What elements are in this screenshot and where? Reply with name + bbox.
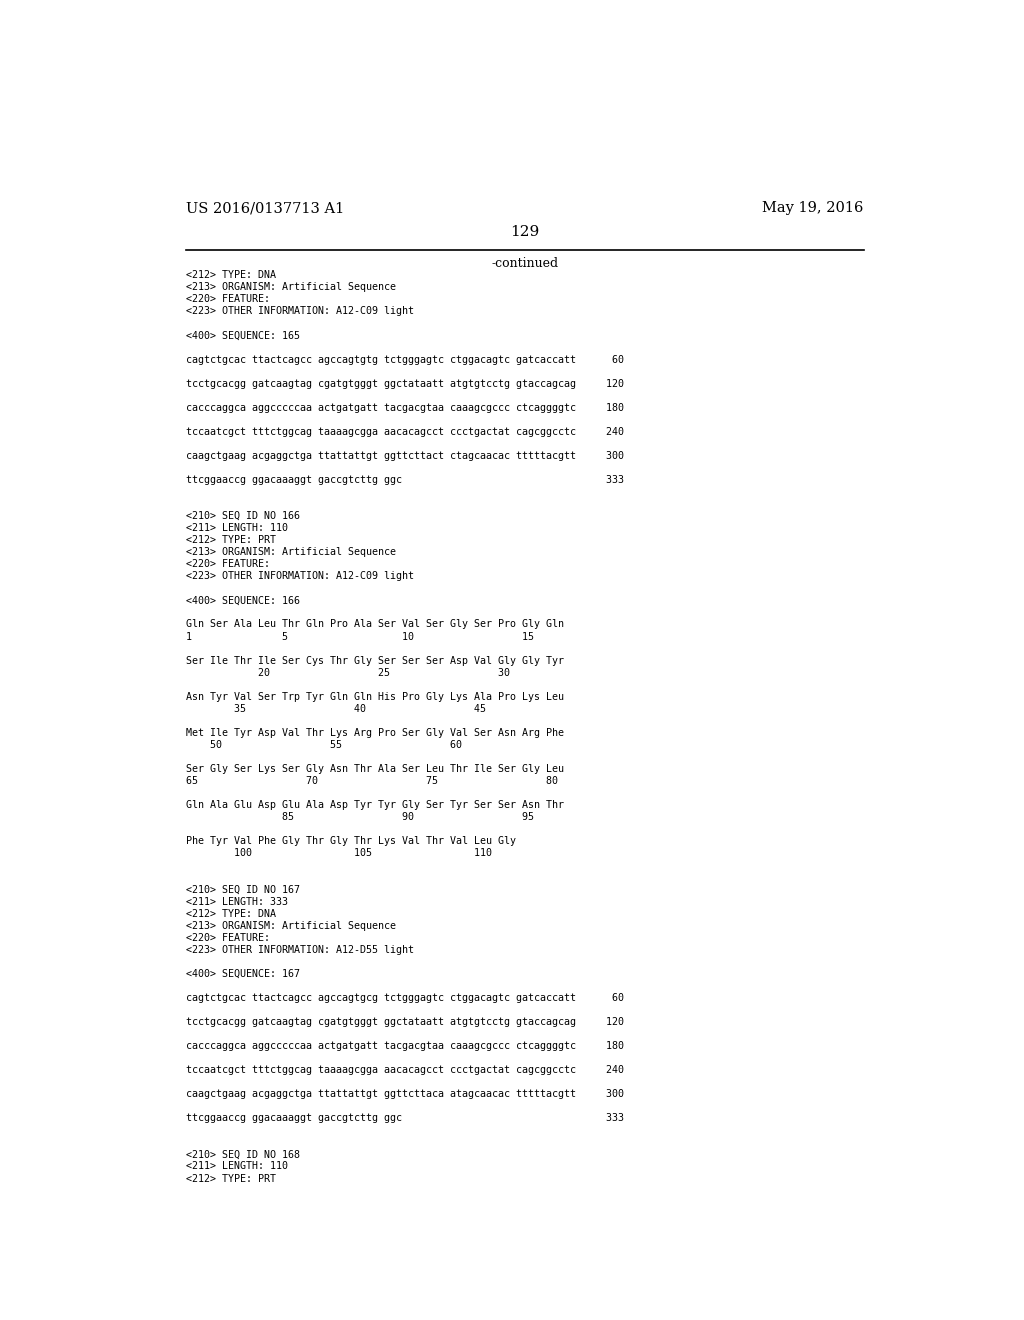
Text: <211> LENGTH: 110: <211> LENGTH: 110 — [186, 523, 288, 533]
Text: <212> TYPE: PRT: <212> TYPE: PRT — [186, 535, 275, 545]
Text: cacccaggca aggcccccaa actgatgatt tacgacgtaa caaagcgccc ctcaggggtc     180: cacccaggca aggcccccaa actgatgatt tacgacg… — [186, 1041, 624, 1051]
Text: <210> SEQ ID NO 167: <210> SEQ ID NO 167 — [186, 884, 300, 895]
Text: tccaatcgct tttctggcag taaaagcgga aacacagcct ccctgactat cagcggcctc     240: tccaatcgct tttctggcag taaaagcgga aacacag… — [186, 1065, 624, 1074]
Text: caagctgaag acgaggctga ttattattgt ggttcttaca atagcaacac tttttacgtt     300: caagctgaag acgaggctga ttattattgt ggttctt… — [186, 1089, 624, 1100]
Text: <212> TYPE: DNA: <212> TYPE: DNA — [186, 271, 275, 280]
Text: tcctgcacgg gatcaagtag cgatgtgggt ggctataatt atgtgtcctg gtaccagcag     120: tcctgcacgg gatcaagtag cgatgtgggt ggctata… — [186, 1016, 624, 1027]
Text: <213> ORGANISM: Artificial Sequence: <213> ORGANISM: Artificial Sequence — [186, 282, 396, 292]
Text: Asn Tyr Val Ser Trp Tyr Gln Gln His Pro Gly Lys Ala Pro Lys Leu: Asn Tyr Val Ser Trp Tyr Gln Gln His Pro … — [186, 692, 564, 702]
Text: ttcggaaccg ggacaaaggt gaccgtcttg ggc                                  333: ttcggaaccg ggacaaaggt gaccgtcttg ggc 333 — [186, 1113, 624, 1123]
Text: tcctgcacgg gatcaagtag cgatgtgggt ggctataatt atgtgtcctg gtaccagcag     120: tcctgcacgg gatcaagtag cgatgtgggt ggctata… — [186, 379, 624, 388]
Text: <400> SEQUENCE: 165: <400> SEQUENCE: 165 — [186, 330, 300, 341]
Text: 1               5                   10                  15: 1 5 10 15 — [186, 631, 534, 642]
Text: ttcggaaccg ggacaaaggt gaccgtcttg ggc                                  333: ttcggaaccg ggacaaaggt gaccgtcttg ggc 333 — [186, 475, 624, 484]
Text: US 2016/0137713 A1: US 2016/0137713 A1 — [186, 201, 344, 215]
Text: <220> FEATURE:: <220> FEATURE: — [186, 933, 270, 942]
Text: 85                  90                  95: 85 90 95 — [186, 812, 534, 822]
Text: cagtctgcac ttactcagcc agccagtgtg tctgggagtc ctggacagtc gatcaccatt      60: cagtctgcac ttactcagcc agccagtgtg tctggga… — [186, 355, 624, 364]
Text: <223> OTHER INFORMATION: A12-D55 light: <223> OTHER INFORMATION: A12-D55 light — [186, 945, 414, 954]
Text: <223> OTHER INFORMATION: A12-C09 light: <223> OTHER INFORMATION: A12-C09 light — [186, 572, 414, 581]
Text: caagctgaag acgaggctga ttattattgt ggttcttact ctagcaacac tttttacgtt     300: caagctgaag acgaggctga ttattattgt ggttctt… — [186, 451, 624, 461]
Text: <400> SEQUENCE: 167: <400> SEQUENCE: 167 — [186, 969, 300, 978]
Text: cacccaggca aggcccccaa actgatgatt tacgacgtaa caaagcgccc ctcaggggtc     180: cacccaggca aggcccccaa actgatgatt tacgacg… — [186, 403, 624, 413]
Text: <210> SEQ ID NO 166: <210> SEQ ID NO 166 — [186, 511, 300, 521]
Text: <212> TYPE: DNA: <212> TYPE: DNA — [186, 908, 275, 919]
Text: <220> FEATURE:: <220> FEATURE: — [186, 560, 270, 569]
Text: <223> OTHER INFORMATION: A12-C09 light: <223> OTHER INFORMATION: A12-C09 light — [186, 306, 414, 317]
Text: 20                  25                  30: 20 25 30 — [186, 668, 510, 677]
Text: Phe Tyr Val Phe Gly Thr Gly Thr Lys Val Thr Val Leu Gly: Phe Tyr Val Phe Gly Thr Gly Thr Lys Val … — [186, 837, 516, 846]
Text: 35                  40                  45: 35 40 45 — [186, 704, 486, 714]
Text: Gln Ser Ala Leu Thr Gln Pro Ala Ser Val Ser Gly Ser Pro Gly Gln: Gln Ser Ala Leu Thr Gln Pro Ala Ser Val … — [186, 619, 564, 630]
Text: 65                  70                  75                  80: 65 70 75 80 — [186, 776, 558, 787]
Text: Gln Ala Glu Asp Glu Ala Asp Tyr Tyr Gly Ser Tyr Ser Ser Asn Thr: Gln Ala Glu Asp Glu Ala Asp Tyr Tyr Gly … — [186, 800, 564, 810]
Text: Met Ile Tyr Asp Val Thr Lys Arg Pro Ser Gly Val Ser Asn Arg Phe: Met Ile Tyr Asp Val Thr Lys Arg Pro Ser … — [186, 727, 564, 738]
Text: <212> TYPE: PRT: <212> TYPE: PRT — [186, 1173, 275, 1184]
Text: tccaatcgct tttctggcag taaaagcgga aacacagcct ccctgactat cagcggcctc     240: tccaatcgct tttctggcag taaaagcgga aacacag… — [186, 426, 624, 437]
Text: <211> LENGTH: 110: <211> LENGTH: 110 — [186, 1162, 288, 1171]
Text: Ser Ile Thr Ile Ser Cys Thr Gly Ser Ser Ser Asp Val Gly Gly Tyr: Ser Ile Thr Ile Ser Cys Thr Gly Ser Ser … — [186, 656, 564, 665]
Text: <220> FEATURE:: <220> FEATURE: — [186, 294, 270, 305]
Text: cagtctgcac ttactcagcc agccagtgcg tctgggagtc ctggacagtc gatcaccatt      60: cagtctgcac ttactcagcc agccagtgcg tctggga… — [186, 993, 624, 1003]
Text: 50                  55                  60: 50 55 60 — [186, 741, 462, 750]
Text: <213> ORGANISM: Artificial Sequence: <213> ORGANISM: Artificial Sequence — [186, 548, 396, 557]
Text: <210> SEQ ID NO 168: <210> SEQ ID NO 168 — [186, 1150, 300, 1159]
Text: <211> LENGTH: 333: <211> LENGTH: 333 — [186, 896, 288, 907]
Text: <400> SEQUENCE: 166: <400> SEQUENCE: 166 — [186, 595, 300, 606]
Text: <213> ORGANISM: Artificial Sequence: <213> ORGANISM: Artificial Sequence — [186, 920, 396, 931]
Text: Ser Gly Ser Lys Ser Gly Asn Thr Ala Ser Leu Thr Ile Ser Gly Leu: Ser Gly Ser Lys Ser Gly Asn Thr Ala Ser … — [186, 764, 564, 774]
Text: May 19, 2016: May 19, 2016 — [762, 201, 863, 215]
Text: 100                 105                 110: 100 105 110 — [186, 849, 492, 858]
Text: 129: 129 — [510, 226, 540, 239]
Text: -continued: -continued — [492, 257, 558, 271]
